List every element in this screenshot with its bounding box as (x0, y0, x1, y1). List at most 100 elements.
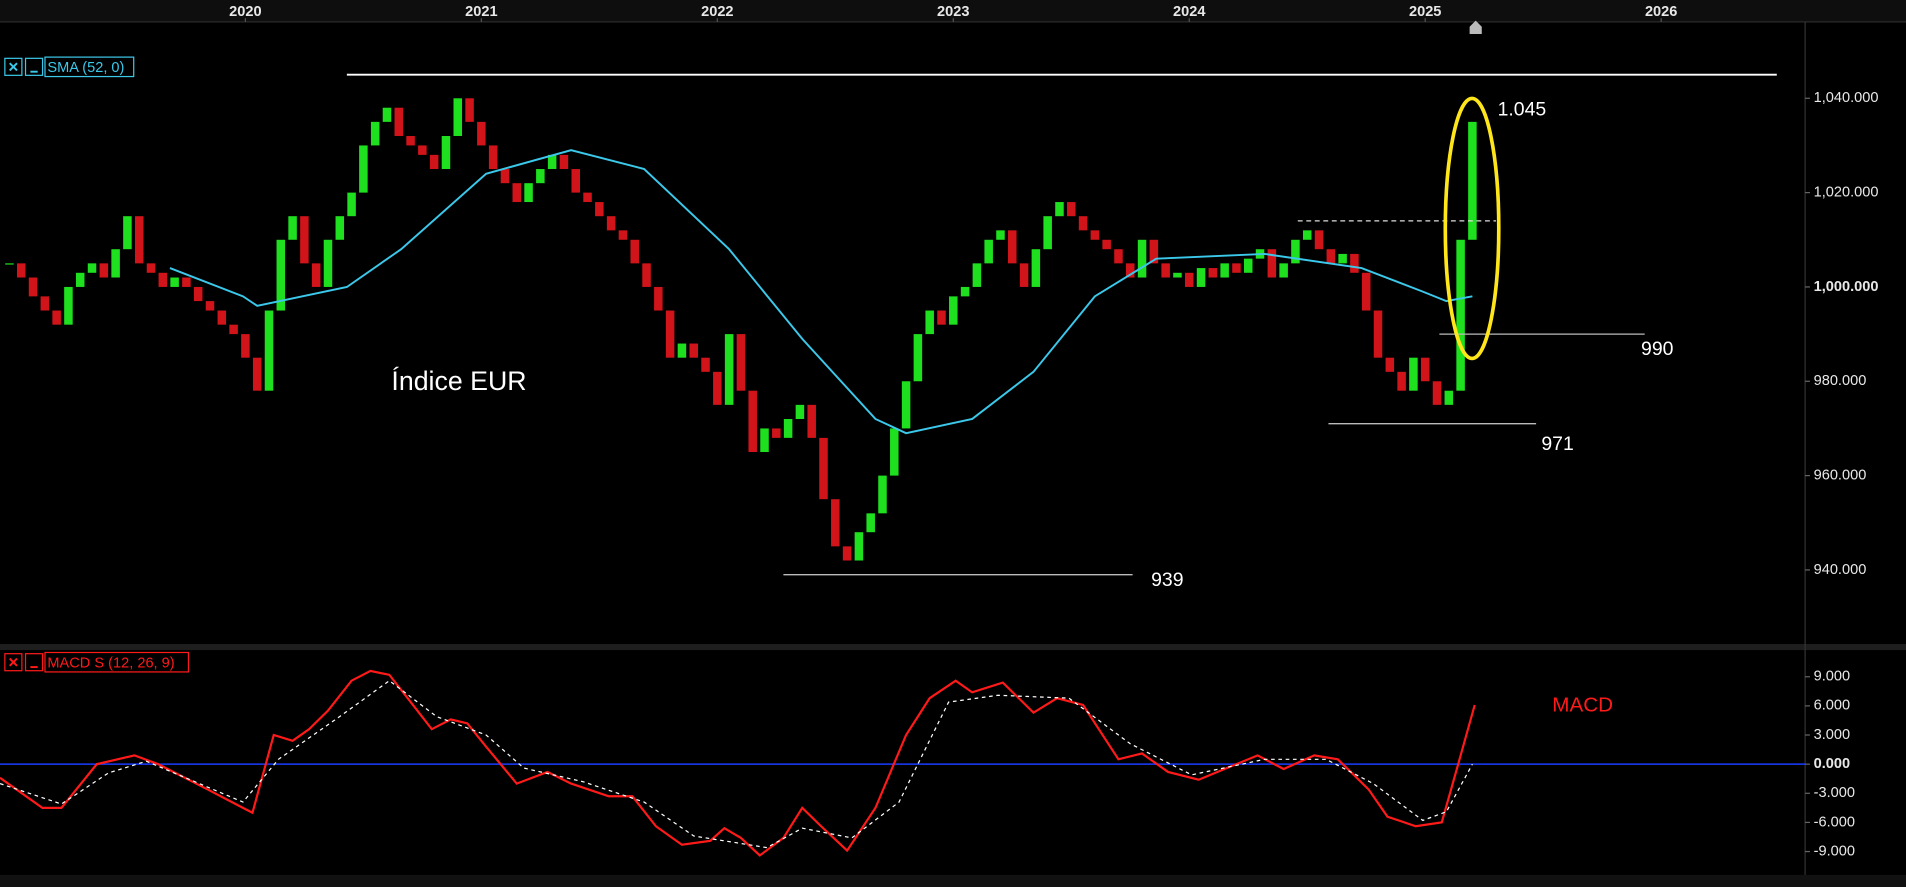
y-tick-label: 980.000 (1814, 373, 1867, 389)
candle (984, 239, 993, 264)
y-tick-label: 1,040.000 (1814, 90, 1879, 106)
candle (689, 343, 698, 358)
candle (1137, 239, 1147, 278)
candle (559, 154, 569, 170)
candle (606, 216, 616, 231)
candle (642, 263, 651, 287)
candle (866, 513, 875, 533)
candle (477, 121, 486, 146)
candle (1468, 121, 1477, 240)
y-tick-label: 6.000 (1814, 698, 1850, 714)
candle (146, 263, 156, 273)
candle (394, 107, 404, 137)
candle (1173, 272, 1182, 278)
candle (1291, 239, 1300, 264)
legend-label: SMA (52, 0) (47, 60, 124, 76)
x-tick-label: 2021 (465, 4, 497, 20)
x-tick-label: 2025 (1409, 4, 1441, 20)
candle (1149, 239, 1159, 264)
sma-legend[interactable]: SMA (52, 0) (4, 56, 135, 78)
y-tick-label: 960.000 (1814, 467, 1867, 483)
legend-label-box (44, 651, 190, 673)
x-tick-label: 2023 (937, 4, 969, 20)
candle (736, 334, 746, 391)
candle (536, 169, 545, 184)
candle (713, 371, 722, 405)
candle (1090, 230, 1100, 240)
now-marker (1469, 20, 1482, 35)
candle (229, 324, 238, 335)
candle (1397, 371, 1406, 391)
time-axis-band (0, 0, 1906, 22)
candle (1232, 263, 1241, 273)
candle (64, 286, 73, 325)
legend-label: MACD S (12, 26, 9) (47, 655, 174, 671)
candle (760, 428, 769, 453)
candle (170, 277, 179, 287)
macd-legend[interactable]: MACD S (12, 26, 9) (4, 651, 190, 673)
candle (1385, 357, 1395, 372)
candle (52, 310, 61, 325)
candle (123, 216, 132, 250)
candle (1220, 263, 1229, 278)
candle (854, 532, 864, 561)
level-label: 939 (1151, 569, 1183, 591)
candle (182, 277, 191, 287)
candle (665, 310, 675, 358)
y-tick-label: -6.000 (1814, 814, 1855, 830)
legend-close[interactable] (4, 653, 23, 672)
candle (583, 192, 592, 203)
candle (913, 334, 923, 382)
candle (1444, 390, 1454, 405)
candle (134, 216, 144, 264)
bottom-strip (0, 874, 1906, 887)
candle (311, 263, 321, 287)
candle (323, 239, 333, 287)
candle (1184, 272, 1194, 287)
candle (500, 169, 510, 184)
candle (465, 98, 474, 122)
candle (276, 239, 286, 311)
candle (831, 499, 840, 547)
y-tick-label: -9.000 (1814, 843, 1855, 859)
candle (1067, 202, 1076, 217)
legend-minimize[interactable] (24, 57, 44, 76)
candle (937, 310, 946, 325)
candle (819, 437, 828, 500)
legend-close[interactable] (4, 57, 23, 76)
y-tick-label: 1,020.000 (1814, 184, 1879, 200)
candle (16, 263, 26, 278)
x-tick-label: 2022 (701, 4, 733, 20)
candle (571, 169, 581, 193)
candle (300, 216, 309, 264)
candle (111, 249, 120, 278)
candle (1102, 239, 1111, 250)
candle (241, 334, 250, 358)
candle (75, 272, 85, 287)
macd-line (0, 669, 1476, 857)
candle (772, 428, 781, 438)
candle (5, 263, 14, 265)
legend-label-box (44, 56, 135, 78)
candle (547, 154, 557, 170)
candle (677, 343, 687, 358)
candle (418, 145, 427, 155)
candle (217, 310, 227, 325)
candle (488, 145, 498, 170)
candle (1420, 357, 1430, 382)
candle (370, 121, 380, 146)
candle (972, 263, 982, 287)
candle (1267, 249, 1277, 278)
candle (630, 239, 639, 264)
candle (1350, 253, 1359, 273)
candle (1008, 230, 1017, 264)
candle (1338, 253, 1347, 264)
y-tick-label: 940.000 (1814, 562, 1867, 578)
legend-minimize[interactable] (24, 653, 44, 672)
candle (654, 286, 663, 311)
candle (795, 404, 805, 420)
candle (925, 310, 934, 335)
candle (524, 183, 533, 203)
candle (347, 192, 356, 217)
